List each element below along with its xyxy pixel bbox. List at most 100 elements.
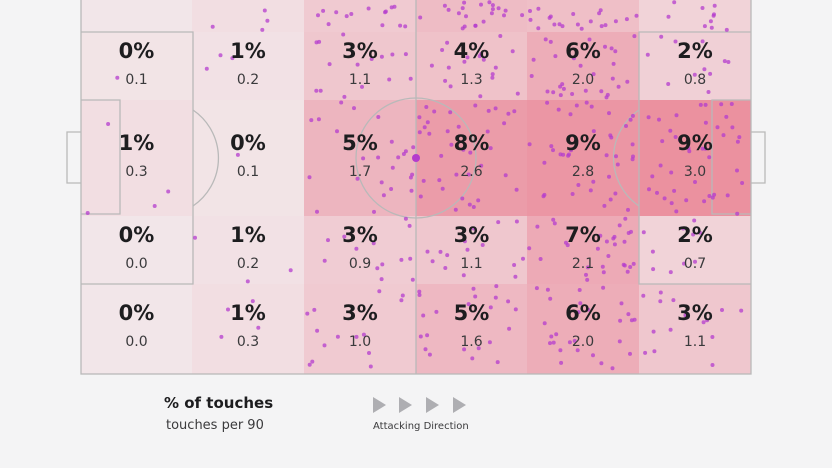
cell-percentage: 2% [677,223,713,247]
cell-touches-per90: 3.0 [684,164,706,180]
cell-percentage: 1% [230,39,266,63]
touch-dot [512,109,517,114]
touch-dot [321,8,326,13]
touch-dot [449,142,454,147]
touch-dot [210,24,215,29]
touch-dot [576,183,581,187]
touch-dot [106,122,111,126]
touch-dot [461,273,466,278]
touch-dot [703,146,708,151]
touch-dot [609,135,614,140]
cell-touches-per90: 0.1 [237,164,259,180]
touch-dot [352,106,356,111]
cell-touches-per90: 0.2 [237,256,259,272]
touch-dot [493,106,498,111]
touch-dot [551,148,555,153]
touch-dot [442,3,447,8]
touch-dot [262,8,267,13]
touch-dot [591,353,595,358]
touch-dot [512,263,517,267]
cell-percentage: 0% [119,223,155,247]
touch-dot [322,343,327,348]
touch-dot [204,66,209,71]
cell-percentage: 3% [342,301,378,325]
touch-dot [606,254,611,258]
touch-dot [622,239,627,244]
touch-dot [490,7,495,12]
touch-dot [344,14,349,19]
touch-dot [443,78,448,83]
touch-dot [383,10,387,15]
touch-dot [551,340,556,345]
cell-percentage: 7% [565,223,601,247]
touch-dot [650,174,655,179]
cell-touches-per90: 0.0 [125,0,147,2]
touch-dot [588,188,593,193]
touch-dot [687,149,692,154]
touch-dot [502,121,507,126]
touch-dot [317,39,322,44]
cell-touches-per90: 1.1 [349,72,371,88]
touch-dot [542,192,547,197]
touch-dot [473,23,478,28]
right-goal [751,131,766,184]
touch-dot [666,14,671,19]
touch-dot [628,351,632,356]
touch-dot [377,289,382,294]
cell-touches-per90: 1.3 [460,72,482,88]
right-penalty-arc [612,109,640,207]
touch-dot [551,217,556,222]
touch-dot [466,302,471,307]
cell-percentage: 8% [454,131,490,155]
touch-dot [737,135,742,140]
touch-dot [375,266,380,271]
touch-dot [553,54,558,59]
touch-dot [683,313,688,318]
touch-dot [612,242,617,247]
heat-cell [192,0,304,32]
touch-dot [496,6,501,11]
touch-dot [608,197,613,202]
touch-dot [536,6,541,11]
touch-dot [476,346,481,351]
cell-touches-per90: 0.7 [684,256,706,272]
touch-dot [534,286,539,291]
touch-dot [408,256,413,261]
touch-dot [430,259,435,264]
center-spot [412,154,420,162]
touch-dot [407,223,412,228]
touch-dot [552,22,557,27]
touch-dot [485,129,490,134]
touch-dot [574,103,579,108]
touch-dot [597,11,602,16]
touch-dot [409,188,414,193]
touch-dot [625,269,630,274]
touch-dot [730,125,735,130]
touch-dot [326,238,330,243]
touch-dot [417,130,422,135]
touch-dot [454,172,459,177]
heat-cell [81,0,192,32]
touch-dot [673,135,678,139]
touch-dot [548,39,553,44]
touch-dot [598,8,603,13]
touch-dot [666,82,671,86]
right-six-yard-box [711,99,751,215]
touch-dot [624,17,629,22]
touch-dot [567,340,572,345]
touch-dot [651,329,656,334]
touch-dot [729,102,734,106]
heat-cell [527,0,639,32]
touch-dot [410,172,415,177]
touch-dot [421,313,426,318]
touch-dot [677,137,682,142]
touch-dot [379,277,384,282]
touch-dot [591,129,596,134]
cell-percentage: 4% [454,39,490,63]
touch-dot [598,233,603,238]
touch-dot [390,52,395,57]
touch-dot [571,56,576,61]
cell-percentage: 1% [119,131,155,155]
heat-cell [416,32,527,100]
direction-arrows [373,397,466,413]
